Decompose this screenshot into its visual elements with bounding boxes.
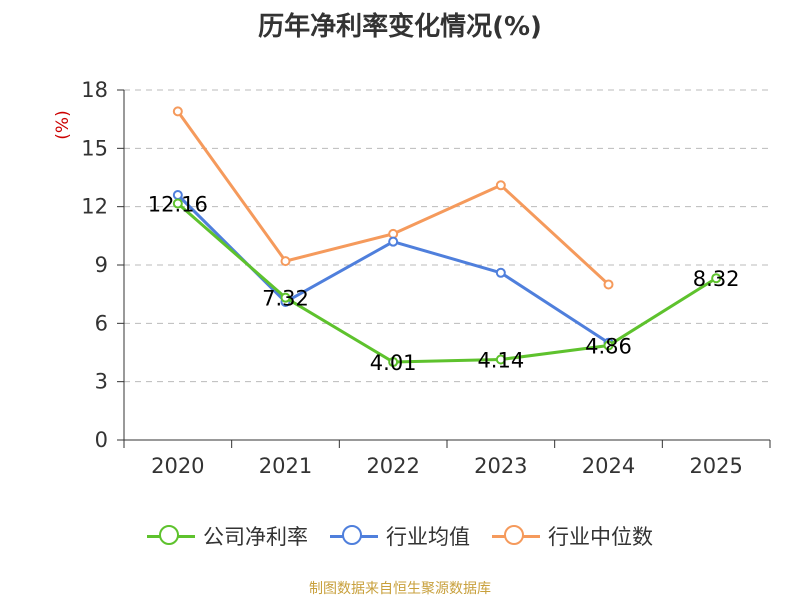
legend-label-company: 公司净利率 xyxy=(203,525,308,549)
data-point xyxy=(495,267,506,278)
y-axis-unit-label: (%) xyxy=(53,110,73,139)
series-line-1 xyxy=(176,193,610,345)
y-tick-label: 3 xyxy=(95,370,108,394)
data-point xyxy=(280,292,291,303)
data-point xyxy=(172,106,183,117)
x-tick-label: 2025 xyxy=(689,454,742,478)
series-lines xyxy=(172,106,722,368)
y-tick-label: 15 xyxy=(81,136,108,160)
x-tick-label: 2022 xyxy=(366,454,419,478)
data-label: 4.86 xyxy=(585,335,632,359)
y-tick-label: 0 xyxy=(95,428,108,452)
y-tick-label: 6 xyxy=(95,311,108,335)
legend-item-industry-mean[interactable]: 行业均值 xyxy=(330,521,470,551)
axes: 0 3 6 9 12 15 18 (%) 2020 2021 2022 2023 2024 2025 xyxy=(53,78,771,478)
data-point xyxy=(495,180,506,191)
data-label: 4.01 xyxy=(370,351,417,375)
data-point xyxy=(388,357,399,368)
x-tick-label: 2023 xyxy=(474,454,527,478)
series-line-0 xyxy=(176,202,717,364)
y-tick-label: 18 xyxy=(81,78,108,102)
y-tick-label: 9 xyxy=(95,253,108,277)
data-label: 4.14 xyxy=(477,349,524,373)
x-tick-label: 2024 xyxy=(582,454,635,478)
data-label: 8.32 xyxy=(693,267,740,291)
legend-item-industry-median[interactable]: 行业中位数 xyxy=(492,521,653,551)
data-label: 12.16 xyxy=(148,193,208,217)
data-point xyxy=(388,236,399,247)
data-point xyxy=(495,354,506,365)
data-point xyxy=(603,340,614,351)
x-tick-label: 2021 xyxy=(259,454,312,478)
data-point xyxy=(711,273,722,284)
data-labels: 12.16 7.32 4.01 4.14 4.86 8.32 xyxy=(148,193,740,375)
legend-marker-industry-mean xyxy=(330,524,378,548)
legend-marker-industry-median xyxy=(492,524,540,548)
data-point xyxy=(603,279,614,290)
y-tick-label: 12 xyxy=(81,195,108,219)
legend-label-industry-mean: 行业均值 xyxy=(386,525,470,549)
grid-lines xyxy=(124,89,770,383)
chart-title: 历年净利率变化情况(%) xyxy=(258,12,542,42)
legend: 公司净利率 行业均值 行业中位数 xyxy=(0,518,800,554)
legend-item-company[interactable]: 公司净利率 xyxy=(147,521,308,551)
legend-label-industry-median: 行业中位数 xyxy=(548,525,653,549)
data-point xyxy=(280,256,291,267)
data-label: 7.32 xyxy=(262,287,309,311)
x-tick-label: 2020 xyxy=(151,454,204,478)
source-footer: 制图数据来自恒生聚源数据库 xyxy=(309,581,491,597)
legend-marker-company xyxy=(147,524,195,548)
data-point xyxy=(172,198,183,209)
